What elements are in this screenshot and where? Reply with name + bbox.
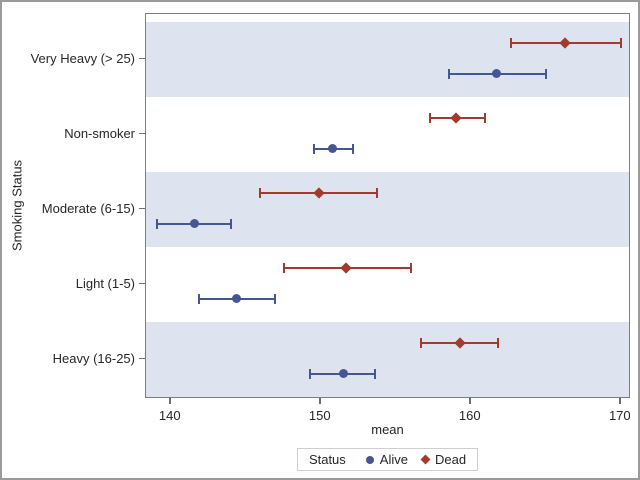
- legend-items: Alive Dead: [365, 452, 467, 467]
- marker-diamond-dead: [313, 186, 325, 199]
- errorbar-cap-left: [448, 68, 451, 79]
- errorbar-dead: [509, 36, 623, 49]
- alternating-band: [146, 172, 629, 247]
- marker-diamond-dead: [340, 261, 352, 274]
- y-category-label: Very Heavy (> 25): [30, 50, 135, 66]
- errorbar-cap-left: [308, 368, 311, 379]
- plot-area: [145, 13, 630, 398]
- x-tick-mark: [619, 398, 621, 404]
- y-category-label: Moderate (6-15): [41, 200, 135, 216]
- errorbar-dead: [419, 336, 500, 349]
- x-tick-mark: [319, 398, 321, 404]
- errorbar-cap-right: [497, 337, 500, 348]
- y-tick-mark: [139, 207, 145, 209]
- errorbar-alive: [313, 143, 354, 154]
- legend-item-label: Alive: [379, 452, 408, 467]
- errorbar-alive: [155, 218, 233, 229]
- errorbar-cap-left: [197, 293, 200, 304]
- errorbar-cap-right: [374, 368, 377, 379]
- errorbar-cap-left: [283, 262, 286, 273]
- errorbar-alive: [197, 293, 276, 304]
- marker-circle-alive: [338, 369, 348, 378]
- y-category-label: Non-smoker: [64, 125, 135, 141]
- x-tick-label: 140: [158, 408, 181, 423]
- x-tick-label: 150: [308, 408, 331, 423]
- legend-title: Status: [308, 452, 346, 467]
- errorbar-cap-right: [375, 187, 378, 198]
- marker-diamond-dead: [450, 111, 462, 124]
- errorbar-dead: [283, 261, 413, 274]
- y-tick-mark: [139, 282, 145, 284]
- errorbar-cap-left: [155, 218, 158, 229]
- errorbar-cap-left: [419, 337, 422, 348]
- y-axis-title: Smoking Status: [9, 159, 25, 252]
- x-tick-label: 160: [458, 408, 481, 423]
- errorbar-alive: [448, 68, 548, 79]
- diamond-icon: [420, 454, 431, 465]
- legend-row: Status Alive Dead: [145, 448, 630, 471]
- errorbar-cap-left: [509, 37, 512, 48]
- x-axis-title: mean: [371, 422, 404, 437]
- errorbar-cap-right: [410, 262, 413, 273]
- x-tick-mark: [169, 398, 171, 404]
- errorbar-cap-left: [259, 187, 262, 198]
- marker-circle-alive: [491, 69, 501, 78]
- errorbar-cap-right: [545, 68, 548, 79]
- marker-diamond-dead: [559, 36, 571, 49]
- errorbar-dead: [428, 111, 486, 124]
- errorbar-cap-right: [351, 143, 354, 154]
- alternating-band: [146, 22, 629, 97]
- legend-item-alive: Alive: [365, 452, 408, 467]
- errorbar-cap-right: [620, 37, 623, 48]
- marker-diamond-dead: [454, 336, 466, 349]
- errorbar-cap-right: [273, 293, 276, 304]
- marker-circle-alive: [232, 294, 242, 303]
- errorbar-cap-right: [483, 112, 486, 123]
- legend: Status Alive Dead: [296, 448, 479, 471]
- errorbar-dead: [259, 186, 378, 199]
- errorbar-alive: [308, 368, 377, 379]
- alternating-band: [146, 322, 629, 397]
- marker-circle-alive: [328, 144, 338, 153]
- legend-item-dead: Dead: [420, 452, 467, 467]
- y-category-label: Heavy (16-25): [52, 350, 135, 366]
- y-category-label: Light (1-5): [75, 275, 135, 291]
- y-tick-mark: [139, 132, 145, 134]
- legend-item-label: Dead: [434, 452, 467, 467]
- y-tick-mark: [139, 357, 145, 359]
- y-tick-mark: [139, 57, 145, 59]
- errorbar-cap-right: [230, 218, 233, 229]
- circle-icon: [365, 455, 374, 464]
- marker-circle-alive: [190, 219, 200, 228]
- errorbar-cap-left: [428, 112, 431, 123]
- x-tick-label: 170: [608, 408, 631, 423]
- x-tick-mark: [469, 398, 471, 404]
- errorbar-cap-left: [313, 143, 316, 154]
